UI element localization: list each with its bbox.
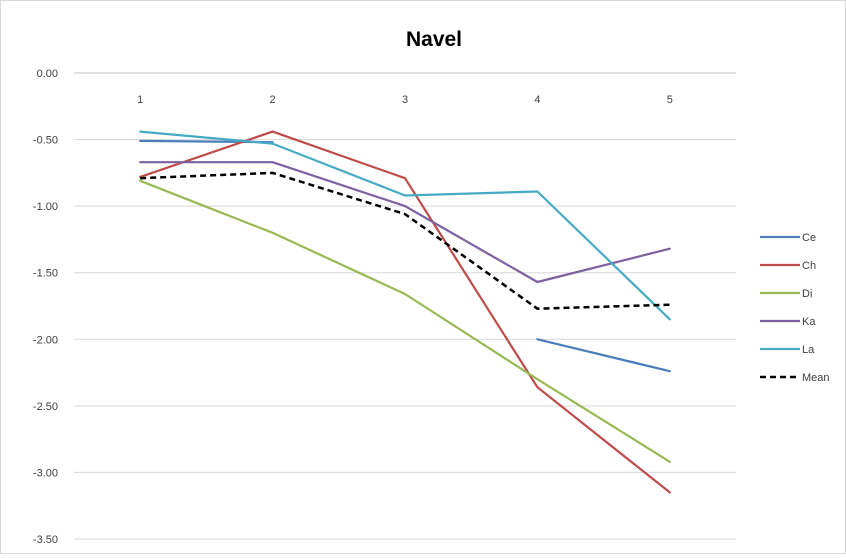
series-line-mean (140, 171, 670, 310)
y-tick-label: -0.50 (33, 135, 58, 147)
series-line-ka (139, 161, 671, 284)
y-tick-label: -1.50 (33, 268, 58, 280)
x-tick-label: 2 (270, 94, 276, 106)
x-axis-labels: 1 2 3 4 5 (137, 94, 673, 106)
x-tick-label: 4 (534, 94, 540, 106)
legend-item-mean: Mean (760, 372, 830, 384)
x-tick-label: 5 (667, 94, 673, 106)
y-tick-label: 0.00 (37, 68, 58, 80)
chart-title: Navel (406, 28, 462, 51)
legend-label: Ka (802, 316, 816, 328)
legend-item-ka: Ka (760, 316, 816, 328)
x-tick-label: 3 (402, 94, 408, 106)
series-line-ce (536, 338, 671, 373)
series-mean (140, 171, 670, 310)
y-tick-label: -3.50 (33, 534, 58, 546)
series-ch (139, 130, 671, 494)
legend-label: Mean (802, 372, 830, 384)
series-ka (139, 161, 671, 284)
legend-item-di: Di (760, 288, 812, 300)
legend-item-ch: Ch (760, 260, 816, 272)
legend-label: Ch (802, 260, 816, 272)
y-tick-label: -2.50 (33, 401, 58, 413)
gridlines (74, 72, 736, 540)
y-axis-labels: 0.00 -0.50 -1.00 -1.50 -2.00 -2.50 -3.00 -3.50 (33, 68, 58, 546)
legend-label: Ce (802, 232, 816, 244)
series-line-la (139, 130, 671, 321)
legend-item-la: La (760, 344, 815, 356)
legend-label: La (802, 344, 815, 356)
y-tick-label: -1.00 (33, 201, 58, 213)
series-lines (139, 130, 671, 494)
series-line-ch (139, 130, 671, 494)
legend-label: Di (802, 288, 812, 300)
y-tick-label: -3.00 (33, 467, 58, 479)
series-la (139, 130, 671, 321)
legend: Ce Ch Di Ka La Mean (760, 232, 830, 384)
y-tick-label: -2.00 (33, 334, 58, 346)
x-tick-label: 1 (137, 94, 143, 106)
legend-item-ce: Ce (760, 232, 816, 244)
series-ce (139, 139, 671, 373)
series-line-di (139, 179, 671, 463)
series-di (139, 179, 671, 463)
